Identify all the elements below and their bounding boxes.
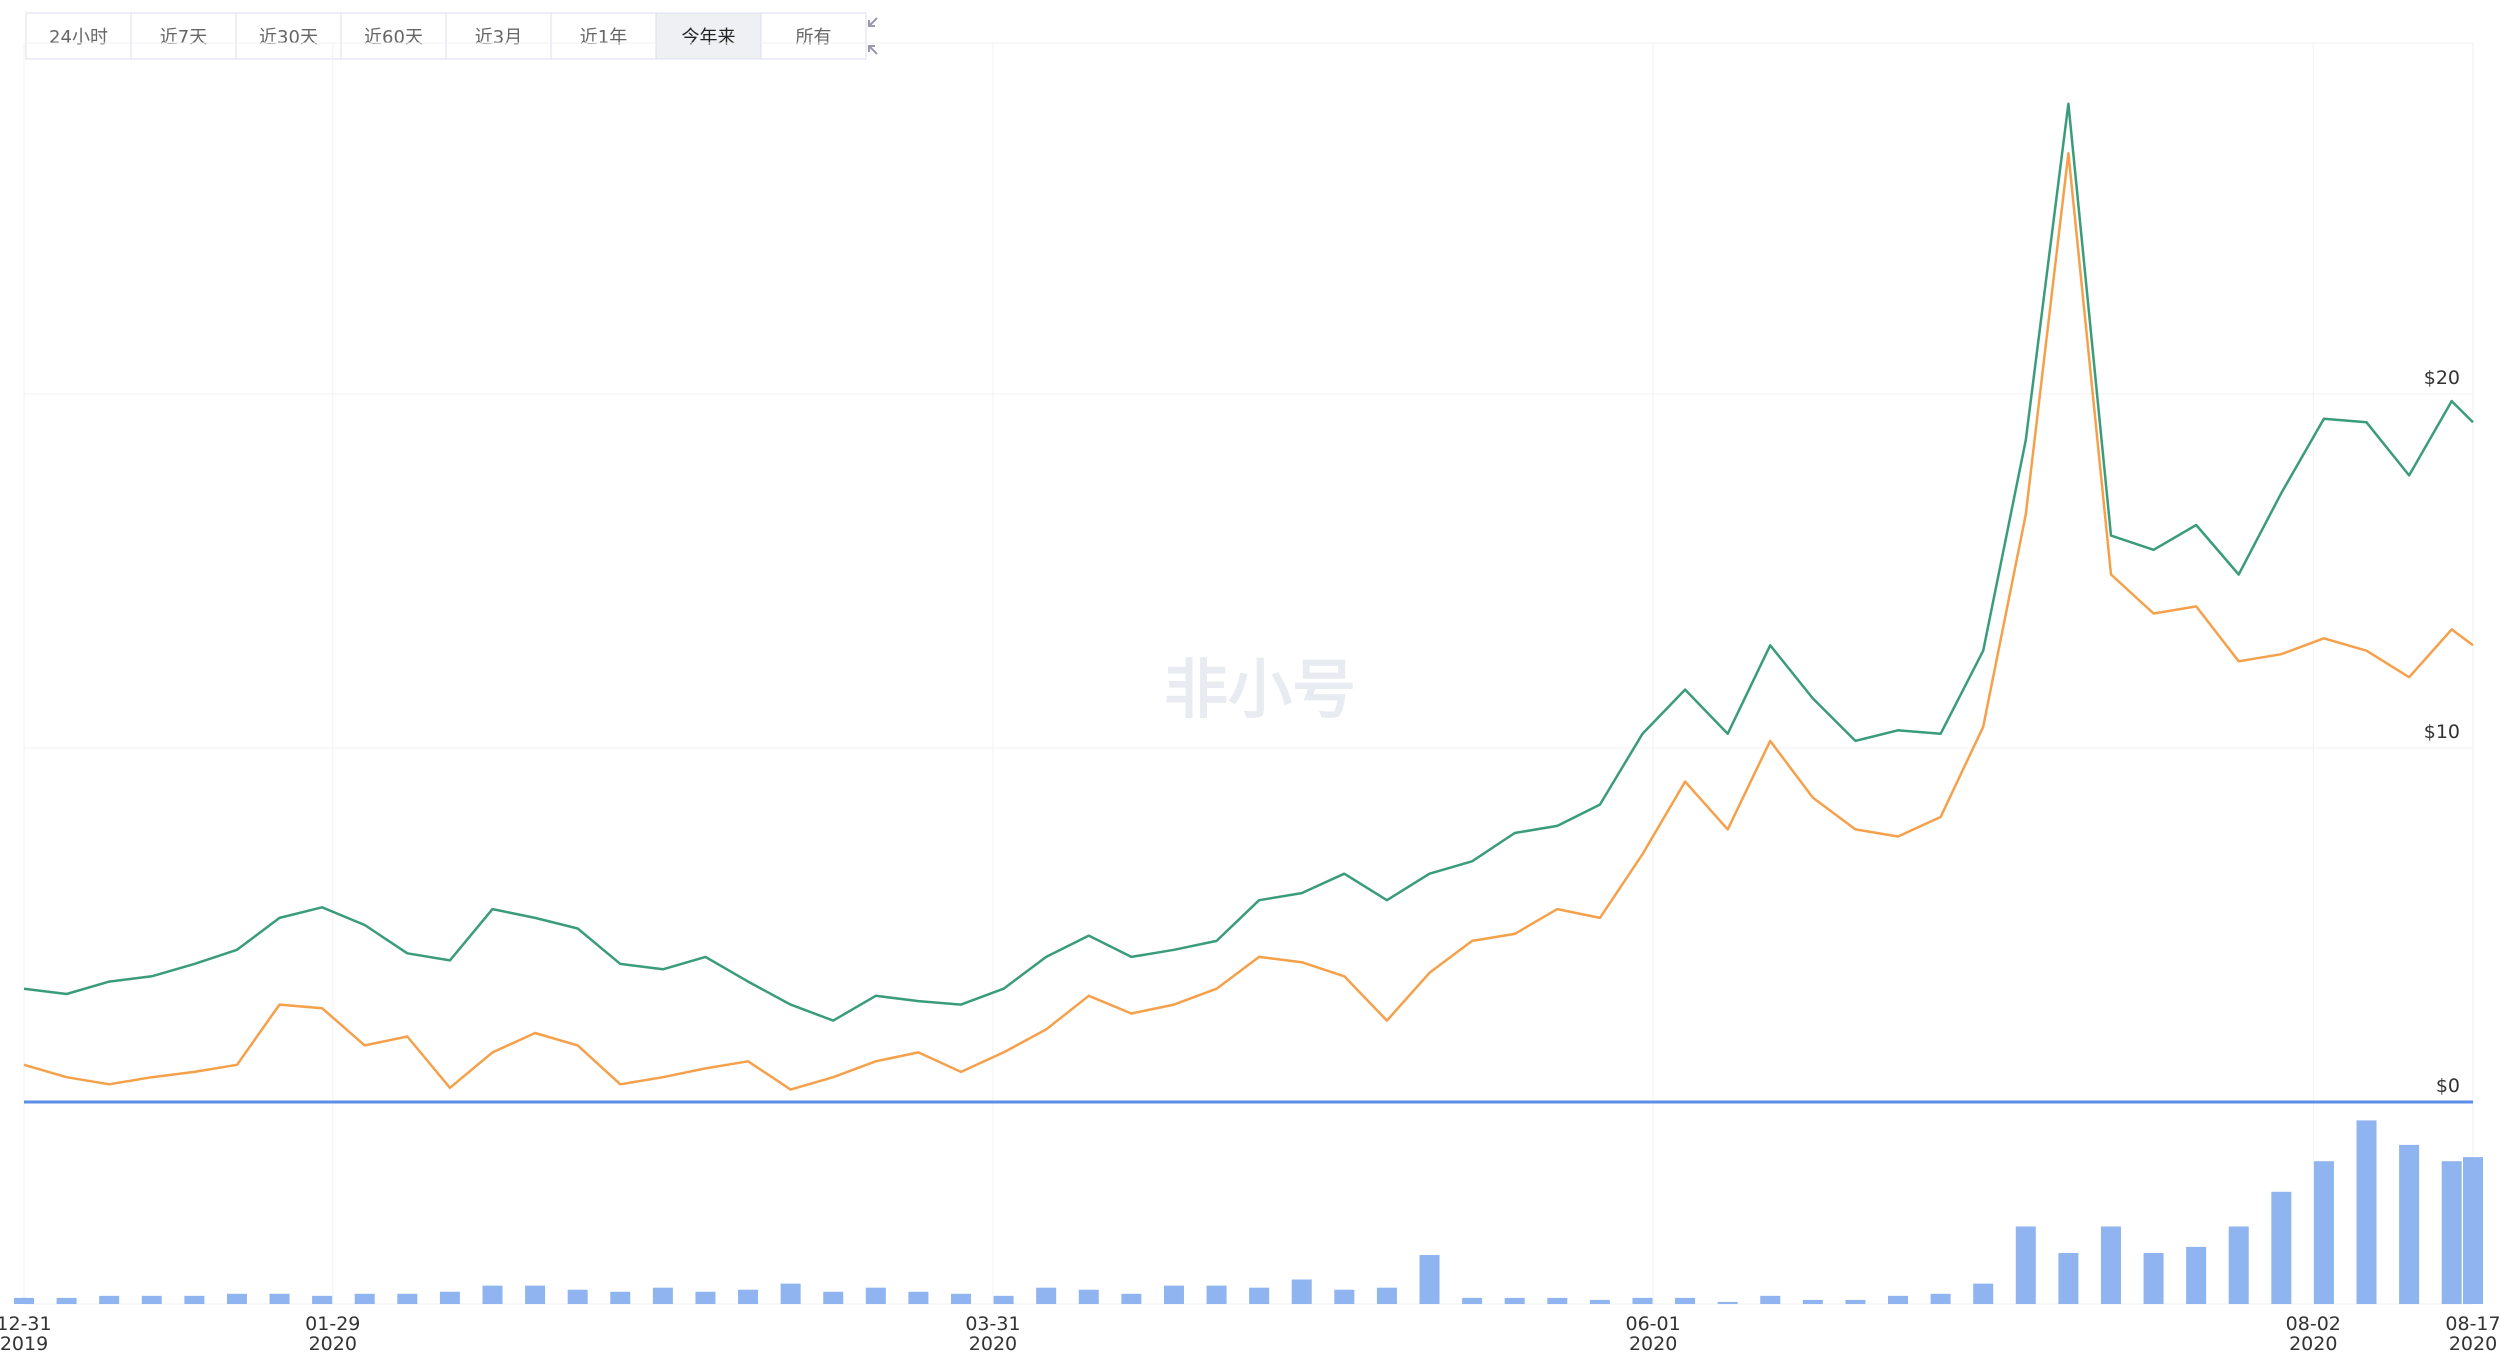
y-tick-label: $20 <box>2424 367 2460 389</box>
tab-label[interactable]: 近30天 <box>259 27 318 48</box>
volume-bar <box>1206 1285 1227 1304</box>
volume-bar <box>226 1293 247 1304</box>
volume-bar <box>269 1293 290 1304</box>
volume-bar <box>99 1295 120 1304</box>
x-tick-year: 2020 <box>2289 1333 2337 1355</box>
volume-bar <box>993 1295 1014 1304</box>
volume-bar <box>780 1283 801 1304</box>
volume-bar <box>1760 1295 1781 1304</box>
tab[interactable] <box>130 12 237 60</box>
x-tick-year: 2019 <box>0 1333 48 1355</box>
volume-bar <box>951 1293 972 1304</box>
tab[interactable] <box>340 12 447 60</box>
volume-bar <box>1163 1285 1184 1304</box>
watermark: 非小号 <box>1164 654 1356 728</box>
volume-bar <box>1462 1297 1483 1304</box>
tab[interactable] <box>550 12 657 60</box>
volume-bar <box>865 1287 886 1304</box>
volume-bar <box>14 1297 34 1304</box>
volume-bar <box>1249 1287 1270 1304</box>
volume-bar <box>738 1289 759 1304</box>
x-tick-label: 12-31 <box>0 1313 52 1335</box>
volume-bar <box>652 1287 673 1304</box>
volume-bar <box>1376 1287 1397 1304</box>
volume-bar <box>525 1285 546 1304</box>
volume-bar <box>354 1293 375 1304</box>
x-tick-year: 2020 <box>309 1333 357 1355</box>
volume-bar <box>141 1295 162 1304</box>
volume-bar <box>823 1291 844 1304</box>
volume-bar <box>1888 1295 1909 1304</box>
volume-bar <box>908 1291 929 1304</box>
volume-bar <box>312 1295 333 1304</box>
tab-label[interactable]: 今年来 <box>682 27 736 48</box>
x-tick-label: 08-17 <box>2445 1313 2500 1335</box>
volume-bar <box>2463 1157 2483 1304</box>
x-tick-year: 2020 <box>969 1333 1017 1355</box>
volume-bar <box>2313 1161 2334 1304</box>
volume-bar <box>397 1293 418 1304</box>
volume-bar <box>2271 1191 2292 1304</box>
x-tick-label: 03-31 <box>965 1313 1020 1335</box>
volume-bar <box>2441 1161 2462 1304</box>
volume-bar <box>2058 1253 2079 1304</box>
volume-bar <box>1547 1297 1568 1304</box>
tab-label[interactable]: 24小时 <box>49 27 108 48</box>
volume-bar <box>1845 1299 1866 1304</box>
volume-bar <box>2399 1144 2420 1304</box>
x-tick-label: 06-01 <box>1626 1313 1681 1335</box>
x-tick-year: 2020 <box>2449 1333 2497 1355</box>
volume-bar <box>1973 1283 1994 1304</box>
volume-bar <box>184 1295 205 1304</box>
y-tick-label: $0 <box>2436 1075 2460 1097</box>
volume-bar <box>1078 1289 1099 1304</box>
volume-bar <box>610 1291 631 1304</box>
tab[interactable] <box>760 12 867 60</box>
volume-bar <box>1121 1293 1142 1304</box>
tab-label[interactable]: 近3月 <box>475 27 522 48</box>
volume-bar <box>1675 1297 1696 1304</box>
volume-bar <box>56 1297 77 1304</box>
volume-bar <box>2186 1246 2207 1304</box>
tab[interactable] <box>445 12 552 60</box>
volume-bar <box>1717 1301 1738 1304</box>
price-line <box>23 152 2474 1091</box>
volume-bar <box>1930 1293 1951 1304</box>
price-line <box>23 102 2474 1022</box>
tab[interactable] <box>235 12 342 60</box>
volume-bar <box>1291 1279 1312 1304</box>
volume-bar <box>1802 1299 1823 1304</box>
tab[interactable] <box>25 12 132 60</box>
tab-label[interactable]: 近1年 <box>580 27 627 48</box>
volume-bar <box>1632 1297 1653 1304</box>
volume-bar <box>1334 1289 1355 1304</box>
volume-bar <box>1036 1287 1057 1304</box>
x-tick-label: 01-29 <box>305 1313 360 1335</box>
volume-bar <box>2356 1120 2377 1304</box>
volume-bar <box>1504 1297 1525 1304</box>
volume-bar <box>1589 1299 1610 1304</box>
volume-bar <box>482 1285 503 1304</box>
tab-label[interactable]: 所有 <box>796 27 832 48</box>
tab-label[interactable]: 近7天 <box>160 27 207 48</box>
tab[interactable] <box>655 12 762 60</box>
volume-bar <box>439 1291 460 1304</box>
tab-label[interactable]: 近60天 <box>364 27 423 48</box>
x-tick-label: 08-02 <box>2286 1313 2341 1335</box>
y-tick-label: $10 <box>2424 721 2460 743</box>
volume-bar <box>695 1291 716 1304</box>
volume-bar <box>2143 1253 2164 1304</box>
volume-bar <box>2228 1226 2249 1304</box>
volume-bar <box>2015 1226 2036 1304</box>
x-tick-year: 2020 <box>1629 1333 1677 1355</box>
volume-bar <box>1419 1255 1440 1304</box>
volume-bar <box>567 1289 588 1304</box>
volume-bar <box>2100 1226 2121 1304</box>
